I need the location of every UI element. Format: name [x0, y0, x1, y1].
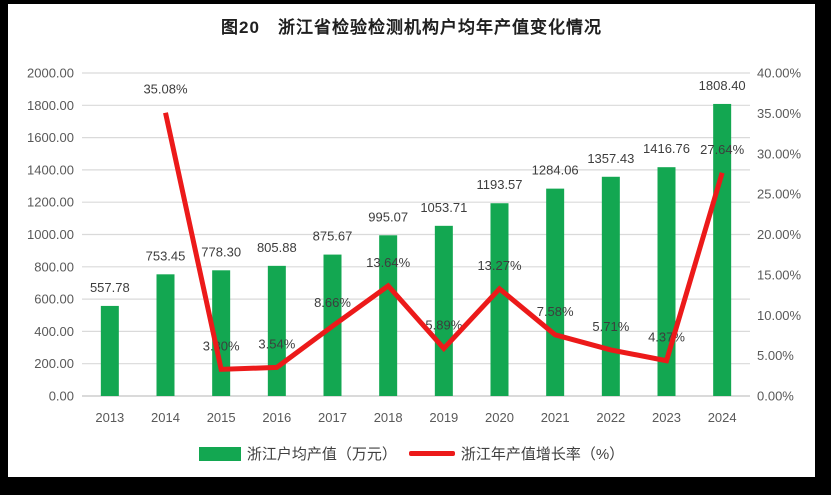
y-axis-right-tick-label: 15.00% — [757, 267, 802, 282]
line-value-label: 3.54% — [258, 336, 295, 351]
y-axis-left-tick-label: 1800.00 — [27, 98, 74, 113]
y-axis-right-tick-label: 10.00% — [757, 308, 802, 323]
legend-item-bar: 浙江户均产值（万元） — [198, 443, 397, 464]
bar-value-label: 778.30 — [201, 244, 241, 259]
line-value-label: 13.64% — [366, 255, 411, 270]
x-axis-tick-label: 2016 — [262, 410, 291, 425]
y-axis-right-tick-label: 40.00% — [757, 66, 802, 81]
legend-line-swatch-icon — [408, 451, 455, 456]
bar — [490, 203, 509, 396]
y-axis-left-tick-label: 1400.00 — [27, 162, 74, 177]
bar — [434, 225, 453, 396]
x-axis-tick-label: 2013 — [95, 410, 124, 425]
bar-value-label: 1357.43 — [587, 151, 634, 166]
x-axis-tick-label: 2021 — [541, 410, 570, 425]
legend-item-line: 浙江年产值增长率（%） — [408, 443, 625, 464]
bar — [212, 270, 231, 396]
legend-bar-label: 浙江户均产值（万元） — [246, 446, 397, 463]
y-axis-right: 0.00% 5.00% 10.00% 15.00% 20.00% 25.00% 30.00%… — [757, 66, 802, 404]
x-axis-tick-label: 2024 — [708, 410, 737, 425]
x-axis-tick-label: 2019 — [429, 410, 458, 425]
y-axis-left-tick-label: 1600.00 — [27, 130, 74, 145]
line-value-label: 35.08% — [143, 82, 188, 97]
chart-title: 图20 浙江省检验检测机构户均年产值变化情况 — [221, 18, 602, 37]
bar-value-label: 1416.76 — [643, 141, 690, 156]
bar-value-label: 557.78 — [90, 280, 130, 295]
legend-line-label: 浙江年产值增长率（%） — [460, 446, 625, 463]
x-axis-tick-label: 2015 — [207, 410, 236, 425]
x-axis-tick-label: 2017 — [318, 410, 347, 425]
y-axis-right-tick-label: 35.00% — [757, 106, 802, 121]
x-axis-tick-label: 2020 — [485, 410, 514, 425]
line-value-label: 27.64% — [700, 142, 745, 157]
line-value-label: 7.58% — [537, 304, 574, 319]
bar — [379, 235, 398, 396]
bar — [267, 265, 286, 396]
bar-value-label: 1808.40 — [699, 78, 746, 93]
line-value-label: 8.66% — [314, 295, 351, 310]
y-axis-left: 0.00 200.00 400.00 600.00 800.00 1000.00 1200.… — [27, 66, 74, 404]
y-axis-left-tick-label: 1200.00 — [27, 195, 74, 210]
bar-value-labels: 557.78 753.45 778.30 805.88 875.67 995.07 1053… — [90, 78, 746, 295]
y-axis-right-tick-label: 5.00% — [757, 348, 794, 363]
line-value-labels: 35.08% 3.30% 3.54% 8.66% 13.64% 5.89% 13.27% 7.… — [143, 82, 744, 354]
bar-value-label: 1284.06 — [532, 163, 579, 178]
y-axis-right-tick-label: 0.00% — [757, 389, 794, 404]
y-axis-right-tick-label: 20.00% — [757, 227, 802, 242]
x-axis-tick-label: 2022 — [596, 410, 625, 425]
y-axis-left-tick-label: 400.00 — [34, 324, 74, 339]
y-axis-left-tick-label: 1000.00 — [27, 227, 74, 242]
line-value-label: 5.89% — [425, 317, 462, 332]
x-axis-tick-label: 2023 — [652, 410, 681, 425]
x-axis-tick-label: 2014 — [151, 410, 180, 425]
chart-legend: 浙江户均产值（万元） 浙江年产值增长率（%） — [8, 443, 815, 464]
y-axis-left-tick-label: 2000.00 — [27, 66, 74, 81]
bar-value-label: 995.07 — [368, 209, 408, 224]
gridlines — [82, 72, 750, 397]
line-value-label: 13.27% — [477, 258, 522, 273]
bar-value-label: 805.88 — [257, 240, 297, 255]
y-axis-left-tick-label: 0.00 — [49, 389, 74, 404]
line-value-label: 3.30% — [203, 338, 240, 353]
bar — [601, 176, 620, 396]
bar-series — [100, 103, 732, 397]
legend-bar-swatch-icon — [198, 446, 241, 461]
line-value-label: 4.37% — [648, 330, 685, 345]
x-axis-tick-label: 2018 — [374, 410, 403, 425]
bar — [713, 103, 732, 397]
y-axis-left-tick-label: 200.00 — [34, 356, 74, 371]
bar-value-label: 1193.57 — [476, 177, 522, 192]
x-axis: 2013 2014 2015 2016 2017 2018 2019 2020 2021 2022… — [95, 410, 736, 425]
line-value-label: 5.71% — [592, 319, 629, 334]
bar-value-label: 753.45 — [146, 248, 186, 263]
bar-value-label: 1053.71 — [420, 200, 467, 215]
bar-value-label: 875.67 — [313, 229, 353, 244]
bar — [100, 305, 119, 396]
bar — [546, 188, 565, 396]
y-axis-left-tick-label: 600.00 — [34, 292, 74, 307]
bar — [156, 274, 175, 396]
y-axis-left-tick-label: 800.00 — [34, 259, 74, 274]
y-axis-right-tick-label: 30.00% — [757, 146, 802, 161]
line-series — [163, 112, 725, 372]
chart-canvas — [8, 4, 815, 477]
y-axis-right-tick-label: 25.00% — [757, 187, 802, 202]
